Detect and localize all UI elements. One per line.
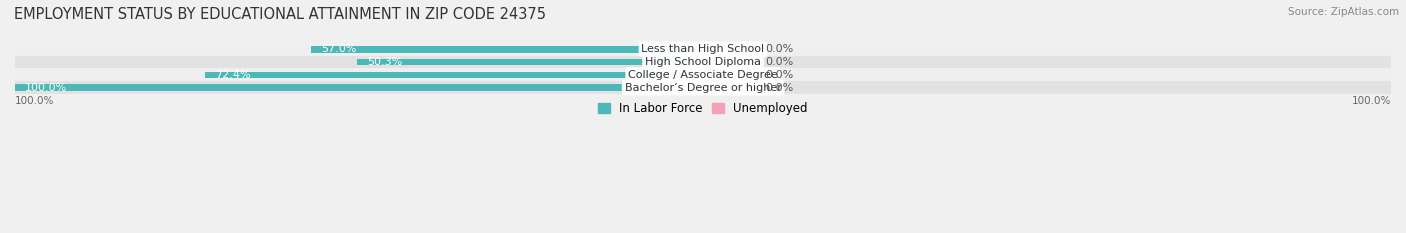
Bar	[15, 69, 1391, 81]
Text: 100.0%: 100.0%	[1351, 96, 1391, 106]
Text: 0.0%: 0.0%	[765, 57, 793, 67]
Text: 100.0%: 100.0%	[15, 96, 55, 106]
Bar	[703, 46, 758, 53]
Bar	[703, 84, 758, 91]
Bar	[205, 72, 703, 78]
Text: 50.3%: 50.3%	[367, 57, 402, 67]
Text: 72.4%: 72.4%	[215, 70, 250, 80]
Text: College / Associate Degree: College / Associate Degree	[628, 70, 778, 80]
Text: 100.0%: 100.0%	[25, 83, 67, 93]
Bar	[703, 59, 758, 65]
Text: 0.0%: 0.0%	[765, 83, 793, 93]
Text: EMPLOYMENT STATUS BY EDUCATIONAL ATTAINMENT IN ZIP CODE 24375: EMPLOYMENT STATUS BY EDUCATIONAL ATTAINM…	[14, 7, 546, 22]
Bar	[15, 81, 1391, 94]
Text: Source: ZipAtlas.com: Source: ZipAtlas.com	[1288, 7, 1399, 17]
Text: High School Diploma: High School Diploma	[645, 57, 761, 67]
Bar	[703, 72, 758, 78]
Bar	[15, 84, 703, 91]
Text: Less than High School: Less than High School	[641, 44, 765, 54]
Bar	[357, 59, 703, 65]
Text: 0.0%: 0.0%	[765, 44, 793, 54]
Bar	[15, 56, 1391, 69]
Bar	[311, 46, 703, 53]
Legend: In Labor Force, Unemployed: In Labor Force, Unemployed	[593, 97, 813, 120]
Bar	[15, 43, 1391, 56]
Text: Bachelor’s Degree or higher: Bachelor’s Degree or higher	[624, 83, 782, 93]
Text: 57.0%: 57.0%	[321, 44, 357, 54]
Text: 0.0%: 0.0%	[765, 70, 793, 80]
